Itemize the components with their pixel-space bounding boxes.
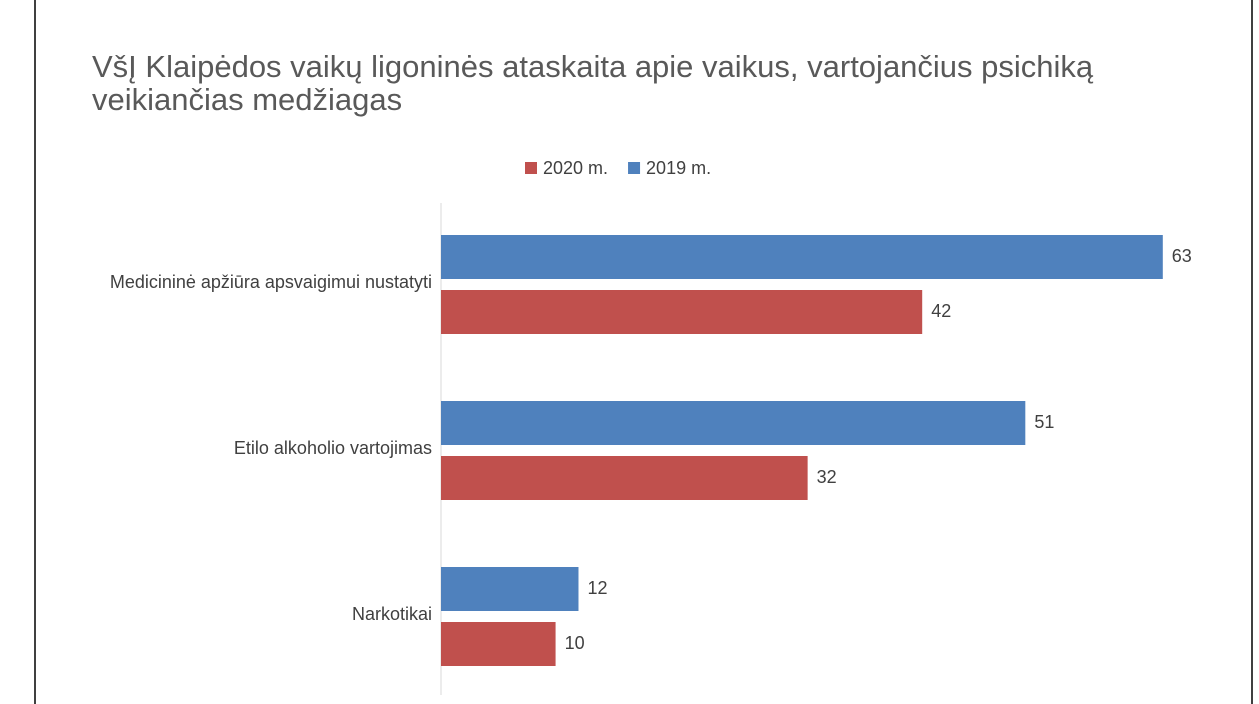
bar <box>441 290 923 334</box>
value-label: 63 <box>1172 246 1192 266</box>
bar <box>441 622 556 666</box>
value-label: 32 <box>817 467 837 487</box>
legend-label: 2020 m. <box>543 158 608 178</box>
y-tick-label: Medicininė apžiūra apsvaigimui nustatyti <box>110 272 432 292</box>
legend-label: 2019 m. <box>646 158 711 178</box>
bar <box>441 401 1026 445</box>
value-label: 42 <box>931 301 951 321</box>
value-label: 51 <box>1034 412 1054 432</box>
bar <box>441 235 1163 279</box>
bar <box>441 456 808 500</box>
bar <box>441 567 579 611</box>
value-label: 12 <box>587 578 607 598</box>
value-label: 10 <box>565 633 585 653</box>
frame <box>34 0 1253 704</box>
y-tick-label: Narkotikai <box>352 604 432 624</box>
legend-swatch <box>525 162 537 174</box>
legend-swatch <box>628 162 641 174</box>
y-tick-label: Etilo alkoholio vartojimas <box>234 438 432 458</box>
chart-title: VšĮ Klaipėdos vaikų ligoninės ataskaita … <box>92 49 1094 117</box>
